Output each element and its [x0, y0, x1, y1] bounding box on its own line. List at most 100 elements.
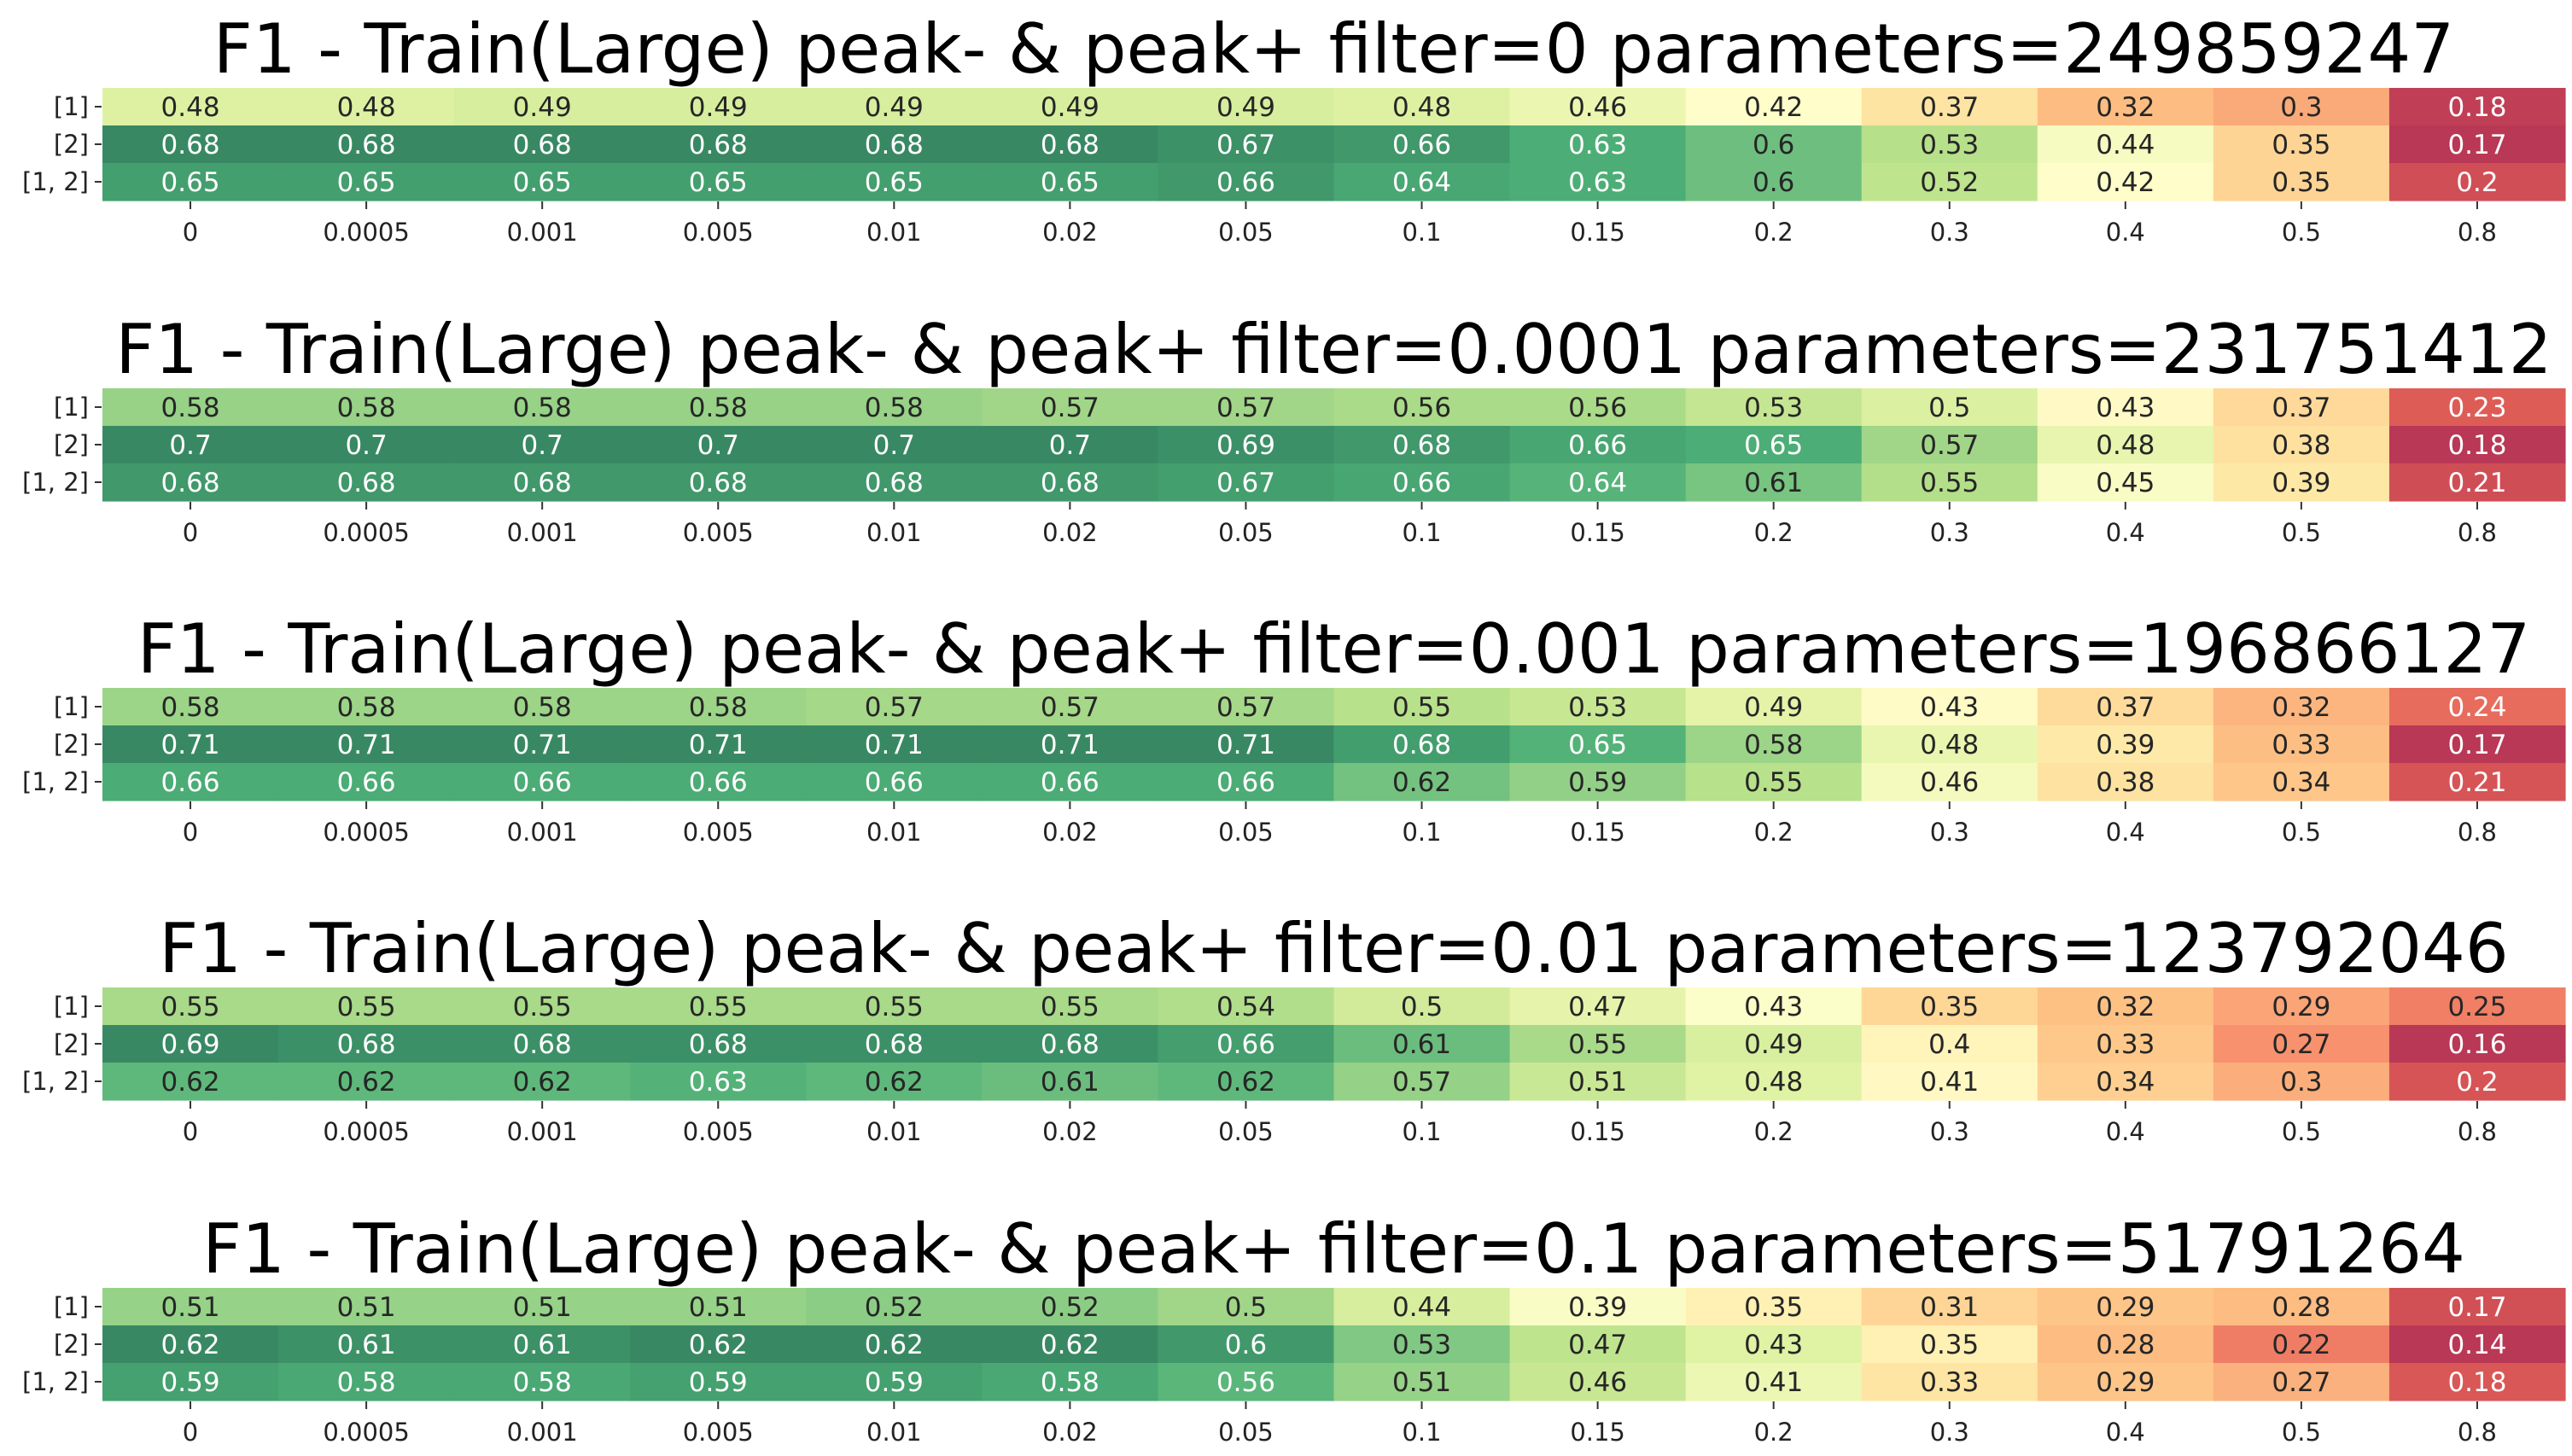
heatmap-cell: [278, 163, 455, 201]
cell-value-label: 0.68: [1392, 730, 1451, 760]
cell-value-label: 0.7: [345, 430, 387, 461]
heatmap-cell: [982, 688, 1159, 726]
cell-value-label: 0.48: [2096, 430, 2155, 461]
cell-value-label: 0.65: [161, 167, 220, 198]
heatmap-cell: [2037, 1025, 2214, 1063]
heatmap-cell: [982, 1288, 1159, 1326]
cell-value-label: 0.61: [1744, 468, 1803, 498]
heatmap-cell: [2037, 1363, 2214, 1401]
heatmap-cell: [278, 1063, 455, 1101]
cell-value-label: 0.16: [2447, 1029, 2506, 1060]
y-tick-label: [2]: [54, 430, 89, 459]
x-tick-label: 0.2: [1754, 518, 1793, 547]
cell-value-label: 0.18: [2447, 1367, 2506, 1398]
cell-value-label: 0.18: [2447, 92, 2506, 123]
heatmap-cell: [2388, 88, 2566, 126]
cell-value-label: 0.68: [689, 130, 748, 160]
x-tick-label: 0.4: [2106, 818, 2145, 847]
cell-value-label: 0.62: [1392, 767, 1451, 798]
heatmap-cell: [982, 125, 1159, 164]
x-tick-label: 0.01: [866, 218, 922, 247]
cell-value-label: 0.65: [689, 167, 748, 198]
chart-title: F1 - Train(Large) peak- & peak+ filter=0…: [202, 1209, 2465, 1289]
heatmap-cell: [982, 763, 1159, 801]
heatmap-cell: [1158, 88, 1335, 126]
heatmap-cell: [1509, 725, 1687, 764]
heatmap-cell: [1861, 1325, 2038, 1364]
cell-value-label: 0.62: [337, 1067, 396, 1098]
heatmap-cell: [1509, 1325, 1687, 1364]
heatmap-cell: [982, 725, 1159, 764]
heatmap-cell: [454, 1063, 631, 1101]
heatmap-cell: [102, 163, 279, 201]
cell-value-label: 0.65: [337, 167, 396, 198]
x-tick-label: 0: [183, 1418, 198, 1447]
x-tick-label: 0.005: [683, 518, 754, 547]
y-tick-label: [1]: [54, 92, 89, 121]
cell-value-label: 0.17: [2447, 130, 2506, 160]
heatmap-cell: [1509, 763, 1687, 801]
cell-value-label: 0.54: [1216, 992, 1275, 1022]
heatmap-cell: [1685, 1063, 1863, 1101]
heatmap-cell: [1158, 463, 1335, 502]
cell-value-label: 0.57: [1920, 430, 1979, 461]
cell-value-label: 0.62: [689, 1330, 748, 1360]
cell-value-label: 0.7: [697, 430, 739, 461]
cell-value-label: 0.68: [513, 468, 572, 498]
cell-value-label: 0.51: [1568, 1067, 1627, 1098]
y-tick-label: [1]: [54, 393, 89, 422]
y-tick-label: [1]: [54, 992, 89, 1021]
heatmap-cell: [278, 688, 455, 726]
heatmap-cell: [630, 1363, 807, 1401]
heatmap-cell: [1333, 725, 1511, 764]
heatmap-cell: [2213, 1325, 2390, 1364]
heatmap-cell: [1509, 125, 1687, 164]
heatmap-cell: [982, 163, 1159, 201]
heatmap-cell: [806, 725, 983, 764]
x-tick-label: 0.1: [1402, 1117, 1441, 1146]
cell-value-label: 0.58: [513, 393, 572, 423]
heatmap-cell: [102, 688, 279, 726]
cell-value-label: 0.52: [865, 1292, 924, 1323]
y-tick-label: [1]: [54, 692, 89, 721]
cell-value-label: 0.5: [1928, 393, 1970, 423]
cell-value-label: 0.55: [513, 992, 572, 1022]
cell-value-label: 0.52: [1041, 1292, 1099, 1323]
heatmap-cell: [2213, 1288, 2390, 1326]
heatmap-cell: [2388, 1288, 2566, 1326]
cell-value-label: 0.49: [1041, 92, 1099, 123]
cell-value-label: 0.68: [513, 130, 572, 160]
x-tick-label: 0.02: [1042, 218, 1098, 247]
x-tick-label: 0.2: [1754, 1418, 1793, 1447]
heatmap-cell: [1509, 1363, 1687, 1401]
y-tick-label: [1, 2]: [22, 1067, 89, 1096]
x-tick-label: 0.15: [1570, 518, 1625, 547]
heatmap-cell: [1333, 463, 1511, 502]
heatmap-cell: [1509, 1063, 1687, 1101]
heatmap-cell: [102, 1063, 279, 1101]
heatmap-cell: [1861, 163, 2038, 201]
cell-value-label: 0.65: [1568, 730, 1627, 760]
heatmap-cell: [102, 463, 279, 502]
heatmap-cell: [806, 463, 983, 502]
heatmap-cell: [1685, 987, 1863, 1026]
heatmap-cell: [2388, 163, 2566, 201]
heatmap-cell: [2037, 125, 2214, 164]
cell-value-label: 0.43: [1920, 692, 1979, 723]
cell-value-label: 0.56: [1568, 393, 1627, 423]
heatmap-cell: [806, 763, 983, 801]
cell-value-label: 0.34: [2096, 1067, 2155, 1098]
heatmap-cell: [1509, 1288, 1687, 1326]
cell-value-label: 0.56: [1392, 393, 1451, 423]
cell-value-label: 0.67: [1216, 130, 1275, 160]
heatmap-cell: [982, 88, 1159, 126]
cell-value-label: 0.55: [1920, 468, 1979, 498]
heatmap-cell: [630, 426, 807, 464]
cell-value-label: 0.18: [2447, 430, 2506, 461]
cell-value-label: 0.32: [2096, 92, 2155, 123]
cell-value-label: 0.58: [1041, 1367, 1099, 1398]
cell-value-label: 0.5: [1225, 1292, 1267, 1323]
cell-value-label: 0.66: [161, 767, 220, 798]
x-tick-label: 0.3: [1930, 1117, 1969, 1146]
cell-value-label: 0.24: [2447, 692, 2506, 723]
